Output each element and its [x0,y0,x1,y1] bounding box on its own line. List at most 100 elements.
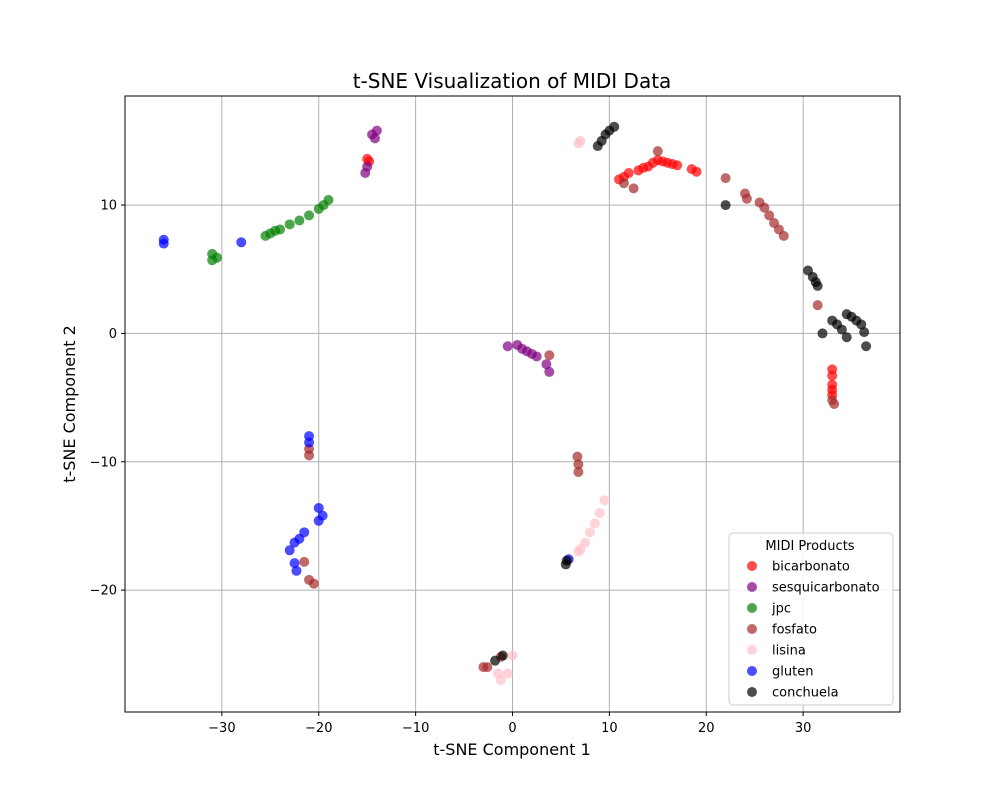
data-point-lisina [575,135,586,146]
data-point-fosfato [812,300,823,311]
data-point-lisina [495,674,506,685]
data-point-sesquicarbonato [531,351,542,362]
legend-marker-sesquicarbonato [747,582,757,592]
data-point-gluten [289,537,300,548]
data-point-sesquicarbonato [541,359,552,370]
x-tick-label: 20 [698,721,715,736]
data-point-lisina [594,508,605,519]
x-tick-label: −10 [402,721,429,736]
legend-marker-lisina [747,645,757,655]
data-point-bicarbonato [691,166,702,177]
legend-items: bicarbonato sesquicarbonato jpc fosfato lisi… [747,560,880,701]
data-point-conchuela [817,328,828,339]
data-point-fosfato [652,146,663,157]
x-axis-label: t-SNE Component 1 [433,740,591,759]
data-point-jpc [275,224,285,235]
data-point-conchuela [861,341,872,352]
x-tick-label: 10 [601,721,618,736]
data-point-fosfato [482,662,493,673]
x-tick-label: −30 [208,721,235,736]
data-point-conchuela [720,200,731,211]
data-point-lisina [585,527,595,538]
data-point-fosfato [572,451,583,462]
legend-marker-bicarbonato [747,561,757,571]
data-point-gluten [289,558,300,569]
x-axis-ticks: −30 −20 −10 0 10 20 30 [208,712,811,736]
x-tick-label: −20 [305,721,332,736]
data-point-conchuela [497,650,508,661]
legend: MIDI Products bicarbonato sesquicarbonato… [728,532,894,706]
legend-label-lisina: lisina [772,644,806,659]
y-axis-ticks: −20 −10 0 10 [90,199,125,599]
data-point-conchuela [836,324,847,335]
data-point-fosfato [628,183,639,194]
data-point-fosfato [764,210,775,221]
data-point-sesquicarbonato [544,366,555,377]
data-point-lisina [502,668,513,679]
data-point-fosfato [759,202,770,213]
data-points [158,121,872,685]
data-point-fosfato [308,578,319,589]
data-point-conchuela [856,319,867,330]
data-point-bicarbonato [672,160,683,171]
legend-label-bicarbonato: bicarbonato [772,560,850,575]
data-point-sesquicarbonato [502,341,513,352]
data-point-sesquicarbonato [371,125,382,136]
y-tick-label: 0 [109,327,117,342]
legend-marker-fosfato [747,624,757,634]
data-point-lisina [589,518,600,529]
y-tick-label: 10 [100,199,117,214]
data-point-jpc [294,215,305,226]
data-point-bicarbonato [623,168,634,178]
x-tick-label: 0 [508,721,516,736]
data-point-conchuela [490,655,501,666]
legend-label-sesquicarbonato: sesquicarbonato [772,581,880,596]
legend-marker-jpc [747,603,757,613]
legend-label-fosfato: fosfato [772,623,817,638]
data-point-lisina [573,546,584,557]
data-point-gluten [304,437,315,448]
legend-label-conchuela: conchuela [772,686,839,701]
data-point-sesquicarbonato [369,133,380,144]
y-tick-label: −10 [90,455,117,470]
data-point-conchuela [812,280,823,291]
data-point-jpc [323,194,334,205]
data-point-conchuela [561,555,572,566]
data-point-sesquicarbonato [362,161,373,172]
data-point-gluten [313,515,324,526]
data-point-fosfato [544,350,555,361]
data-point-jpc [260,230,271,241]
data-point-fosfato [741,193,752,204]
data-point-jpc [284,219,295,230]
legend-title: MIDI Products [765,539,854,554]
y-tick-label: −20 [90,584,117,599]
legend-marker-gluten [747,666,757,676]
legend-marker-conchuela [747,687,757,697]
data-point-gluten [236,237,247,248]
data-point-conchuela [841,332,852,343]
data-point-bicarbonato [827,370,838,381]
data-point-fosfato [618,178,629,189]
data-point-fosfato [573,467,584,478]
data-point-jpc [212,252,223,263]
data-point-gluten [291,565,302,576]
data-point-fosfato [573,459,584,470]
data-point-fosfato [304,450,315,461]
data-point-lisina [599,495,610,506]
legend-label-jpc: jpc [771,602,791,617]
data-point-gluten [284,545,295,556]
data-point-lisina [507,650,518,661]
legend-box [728,532,894,706]
y-axis-label: t-SNE Component 2 [60,325,79,483]
data-point-fosfato [720,173,731,184]
grid [125,96,900,712]
data-point-gluten [313,502,324,513]
data-point-gluten [158,238,169,249]
data-point-fosfato [778,230,789,241]
chart-title: t-SNE Visualization of MIDI Data [353,69,672,93]
legend-label-gluten: gluten [772,665,813,680]
data-point-fosfato [299,556,310,567]
data-point-fosfato [829,399,840,409]
